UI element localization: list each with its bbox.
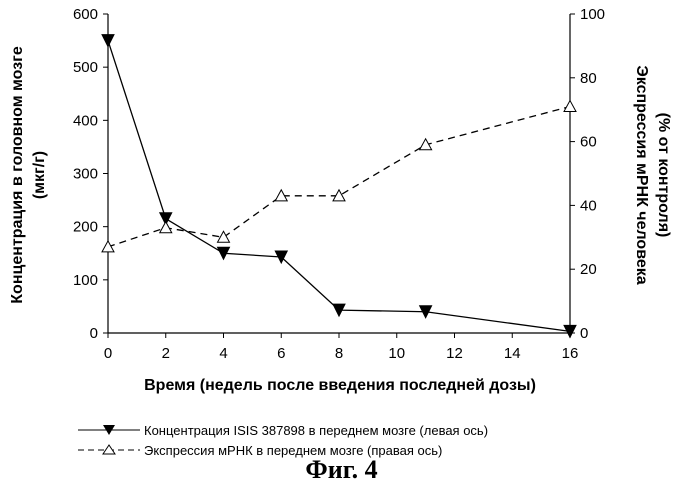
right-tick-label: 20 bbox=[580, 261, 597, 278]
x-tick-label: 12 bbox=[446, 345, 463, 362]
right-tick-label: 80 bbox=[580, 70, 597, 87]
x-axis-ticks: 0 2 4 6 8 10 12 14 16 bbox=[104, 333, 579, 362]
x-tick-label: 0 bbox=[104, 345, 112, 362]
series-layer bbox=[102, 35, 576, 338]
x-tick-label: 4 bbox=[219, 345, 227, 362]
left-tick-label: 200 bbox=[73, 219, 98, 236]
axes bbox=[108, 14, 570, 333]
right-tick-label: 100 bbox=[580, 6, 605, 23]
data-point-expression bbox=[564, 101, 576, 112]
left-tick-label: 0 bbox=[90, 325, 98, 342]
x-tick-label: 2 bbox=[162, 345, 170, 362]
right-axis-ticks: 0 20 40 60 80 100 bbox=[570, 6, 605, 342]
data-point-expression bbox=[218, 231, 230, 242]
x-axis-title: Время (недель после введения последней д… bbox=[144, 377, 536, 394]
right-tick-label: 60 bbox=[580, 134, 597, 151]
x-tick-label: 10 bbox=[388, 345, 405, 362]
series-line-1 bbox=[108, 41, 570, 332]
left-tick-label: 400 bbox=[73, 112, 98, 129]
left-tick-label: 300 bbox=[73, 166, 98, 183]
right-tick-label: 40 bbox=[580, 197, 597, 214]
right-axis-title-line2: (% от контроля) bbox=[655, 113, 672, 238]
legend-label-concentration: Концентрация ISIS 387898 в переднем мозг… bbox=[144, 423, 488, 438]
figure-caption: Фиг. 4 bbox=[0, 455, 683, 485]
data-point-expression bbox=[102, 241, 114, 252]
left-axis-title-line1: Концентрация в головном мозге bbox=[9, 46, 26, 304]
data-point-concentration bbox=[102, 35, 114, 47]
x-tick-label: 16 bbox=[562, 345, 579, 362]
right-tick-label: 0 bbox=[580, 325, 588, 342]
left-tick-label: 500 bbox=[73, 59, 98, 76]
right-axis-title-line1: Экспрессия мРНК человека bbox=[633, 65, 650, 284]
x-tick-label: 8 bbox=[335, 345, 343, 362]
x-tick-label: 6 bbox=[277, 345, 285, 362]
x-tick-label: 14 bbox=[504, 345, 521, 362]
chart: 0 100 200 300 400 500 600 0 20 40 60 80 100 0 2 4 6 8 10… bbox=[0, 0, 683, 420]
legend: Концентрация ISIS 387898 в переднем мозг… bbox=[78, 420, 488, 460]
left-tick-label: 600 bbox=[73, 6, 98, 23]
legend-item-concentration: Концентрация ISIS 387898 в переднем мозг… bbox=[78, 420, 488, 440]
left-axis-title-line2: (мкг/г) bbox=[31, 151, 48, 199]
legend-filled-triangle-icon bbox=[78, 423, 140, 437]
left-axis-ticks: 0 100 200 300 400 500 600 bbox=[73, 6, 108, 342]
data-point-expression bbox=[160, 222, 172, 233]
left-tick-label: 100 bbox=[73, 272, 98, 289]
